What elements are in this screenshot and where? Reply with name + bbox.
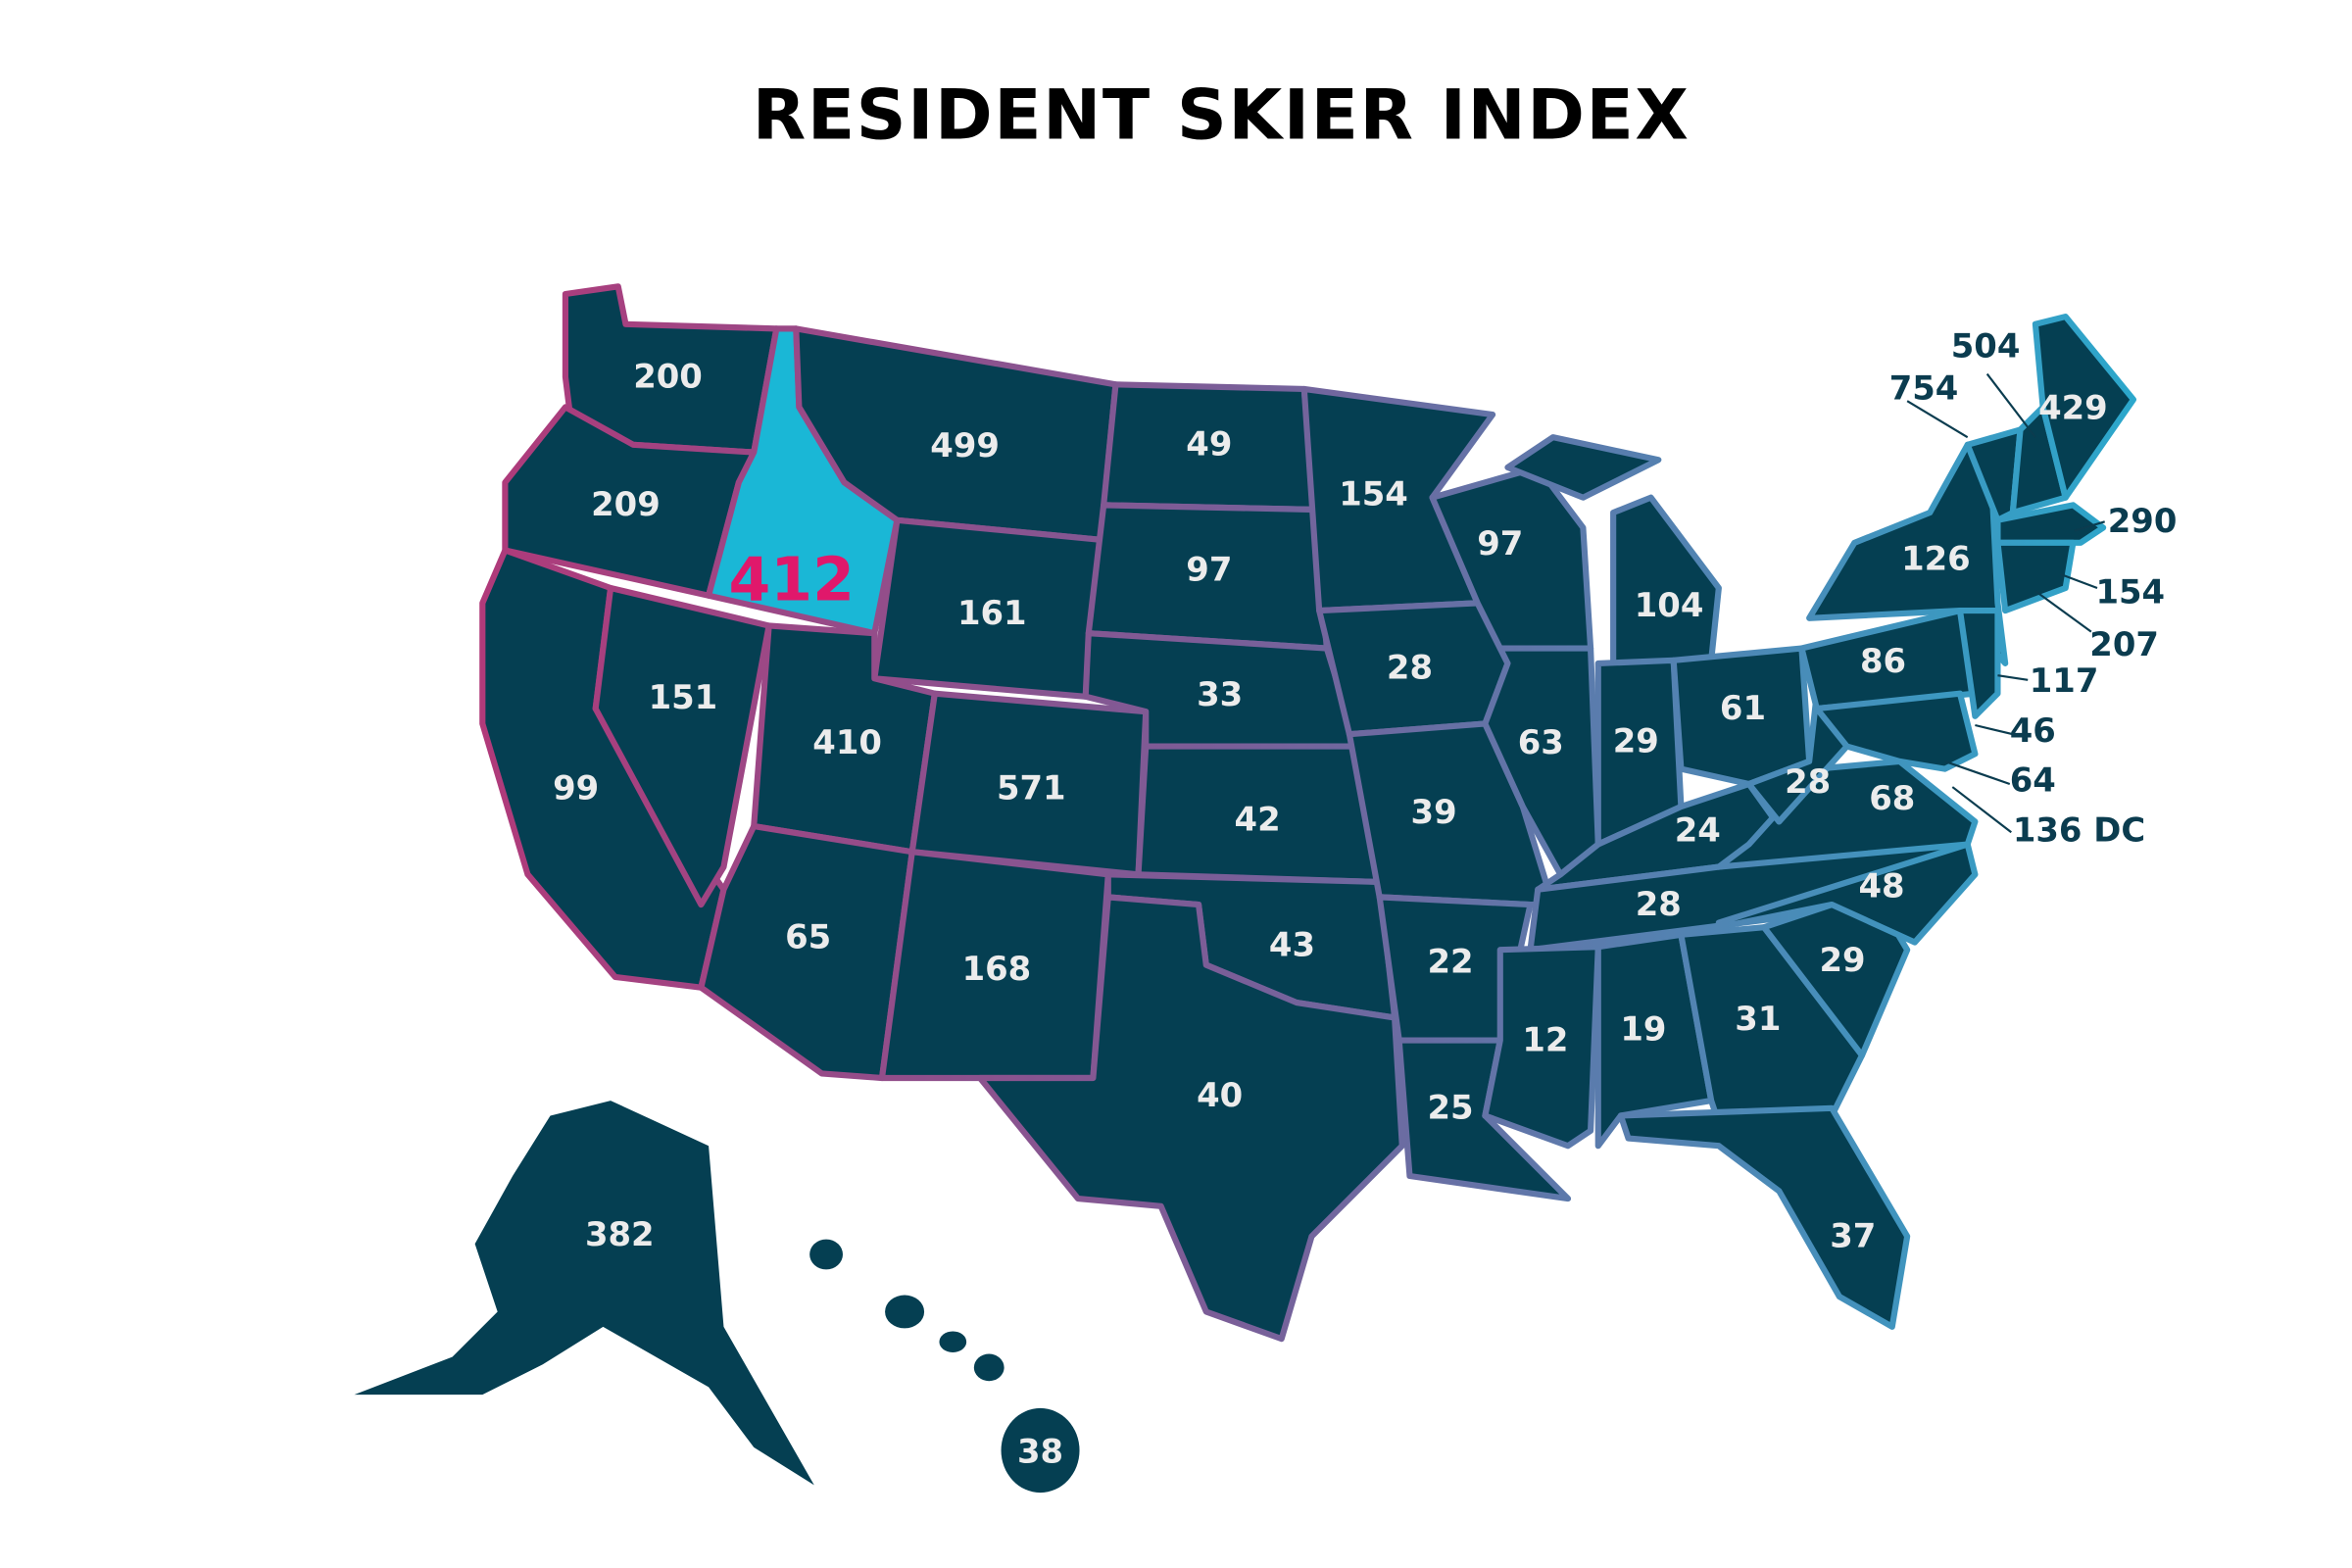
state-ct-ri[interactable]: [1994, 539, 2077, 614]
label-oh: 61: [1720, 689, 1766, 727]
state-al[interactable]: [1594, 931, 1715, 1150]
label-va: 68: [1869, 779, 1915, 817]
label-al: 19: [1620, 1010, 1666, 1049]
label-ca: 99: [553, 768, 599, 807]
label-dc: 136 DC: [2013, 810, 2145, 849]
label-ri: 154: [2095, 572, 2165, 611]
leader-nh: [1985, 372, 2036, 438]
label-sd: 97: [1186, 550, 1232, 588]
leader-dc: [1951, 786, 2012, 834]
label-nc: 48: [1858, 866, 1904, 905]
states: [354, 283, 2136, 1494]
label-mt: 499: [930, 426, 1000, 465]
state-ma[interactable]: [1994, 502, 2107, 546]
label-ct: 207: [2089, 625, 2159, 663]
map-title: RESIDENT SKIER INDEX: [753, 74, 1690, 156]
leader-ct: [2034, 590, 2092, 633]
label-wa: 200: [633, 357, 703, 395]
state-mi[interactable]: [1610, 494, 1722, 666]
label-ne: 33: [1197, 675, 1243, 713]
label-in: 29: [1613, 722, 1659, 760]
callouts: 754 504 290 154 207 117 46 64 136 DC: [1889, 327, 2178, 850]
label-me: 429: [2038, 389, 2108, 427]
leader-ma: [2074, 520, 2106, 532]
label-mi: 104: [1635, 586, 1704, 624]
label-nv: 151: [649, 678, 718, 716]
label-co: 571: [997, 768, 1066, 807]
label-ky: 24: [1675, 810, 1721, 849]
label-de: 46: [2010, 711, 2056, 750]
label-sc: 29: [1819, 941, 1865, 979]
label-la: 25: [1427, 1089, 1473, 1127]
label-md: 64: [2010, 761, 2056, 800]
label-tx: 40: [1197, 1076, 1243, 1114]
label-fl: 37: [1830, 1216, 1876, 1254]
state-nj[interactable]: [1956, 608, 2001, 719]
label-vt: 754: [1889, 369, 1959, 408]
label-ny: 126: [1901, 540, 1971, 578]
label-pa: 86: [1860, 642, 1906, 680]
label-ia: 28: [1387, 648, 1433, 686]
label-mo: 39: [1411, 793, 1457, 831]
label-nd: 49: [1186, 425, 1232, 464]
label-wv: 28: [1785, 762, 1831, 801]
state-la[interactable]: [1396, 1037, 1572, 1202]
state-tx[interactable]: [976, 894, 1405, 1343]
label-il: 63: [1518, 723, 1564, 761]
label-or: 209: [591, 485, 661, 523]
label-nh: 504: [1951, 327, 2021, 366]
label-id: 412: [728, 544, 854, 614]
label-wi: 97: [1477, 524, 1523, 563]
label-ga: 31: [1735, 1000, 1781, 1038]
state-ak[interactable]: [354, 1101, 814, 1486]
label-ma: 290: [2108, 502, 2178, 540]
label-ok: 43: [1269, 925, 1315, 963]
label-ut: 410: [812, 723, 882, 761]
leader-ri: [2060, 573, 2098, 590]
state-mi-upper[interactable]: [1504, 434, 1662, 501]
label-tn: 28: [1636, 885, 1682, 923]
label-ks: 42: [1235, 801, 1281, 839]
state-hi[interactable]: [809, 1239, 1080, 1494]
label-nj: 117: [2030, 662, 2099, 700]
leader-de: [1975, 723, 2014, 736]
state-md-de[interactable]: [1813, 690, 1979, 772]
state-fl[interactable]: [1617, 1104, 1911, 1330]
label-ak: 382: [585, 1215, 655, 1253]
label-hi: 38: [1017, 1432, 1063, 1470]
label-mn: 154: [1339, 474, 1408, 513]
label-az: 65: [785, 918, 831, 956]
state-nv[interactable]: [592, 584, 772, 908]
label-nm: 168: [962, 950, 1032, 988]
state-labels: 200 209 99 151 412 499 161 410 571 65 16…: [553, 357, 2108, 1470]
label-wy: 161: [957, 594, 1027, 632]
state-il[interactable]: [1482, 645, 1601, 878]
leader-md: [1944, 760, 2011, 786]
state-me[interactable]: [2032, 314, 2136, 501]
leader-vt: [1906, 400, 1969, 439]
label-ar: 22: [1427, 942, 1473, 980]
leader-nj: [1997, 674, 2029, 681]
label-ms: 12: [1522, 1020, 1568, 1058]
